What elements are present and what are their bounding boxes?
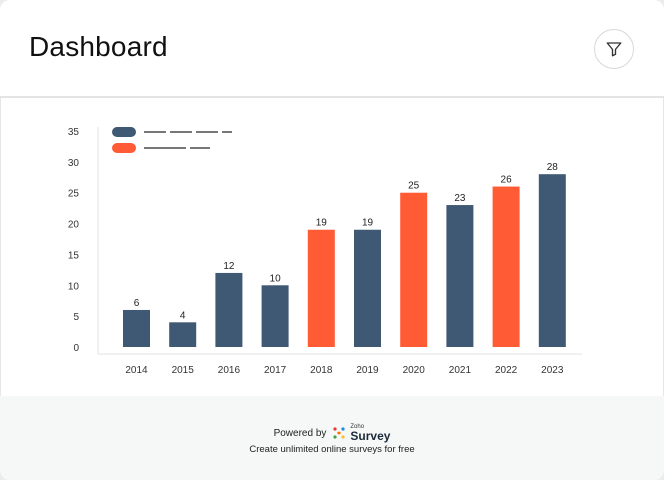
bar-value-label: 25	[408, 181, 420, 192]
bar	[307, 229, 335, 347]
bar-chart: 0 5 10 15 20 25 30 35 6 2014 4 2015 12 2016 10 2017 19 20…	[0, 98, 664, 396]
x-tick-label: 2022	[495, 365, 518, 376]
y-tick-label: 0	[73, 343, 79, 354]
x-tick-label: 2021	[449, 365, 472, 376]
bar-value-label: 19	[362, 218, 374, 229]
powered-by-text: Powered by	[273, 427, 327, 439]
legend-swatch	[112, 127, 136, 137]
bar	[446, 205, 474, 347]
x-tick-label: 2015	[172, 365, 195, 376]
bar	[400, 192, 428, 347]
bar-chart-svg: 0 5 10 15 20 25 30 35 6 2014 4 2015 12 2016 10 2017 19 20…	[68, 127, 582, 376]
page-title: Dashboard	[29, 31, 168, 62]
legend-swatch	[112, 143, 136, 153]
bar-value-label: 6	[134, 298, 140, 309]
y-tick-label: 15	[68, 250, 80, 261]
filter-button[interactable]	[594, 29, 634, 69]
y-tick-label: 30	[68, 158, 80, 169]
bar-value-label: 26	[501, 175, 513, 186]
bar-value-label: 19	[316, 218, 328, 229]
y-tick-label: 10	[68, 281, 80, 292]
bar-value-label: 28	[547, 162, 559, 173]
bar	[123, 309, 150, 347]
x-tick-label: 2020	[403, 365, 426, 376]
brand-survey-text: Survey	[350, 429, 391, 443]
footer: Powered by Zoho Survey Create unlimited …	[0, 396, 664, 480]
bar	[215, 272, 243, 347]
x-tick-label: 2018	[310, 365, 333, 376]
dashboard-header: Dashboard	[0, 0, 664, 98]
bar	[538, 174, 566, 347]
x-tick-label: 2017	[264, 365, 287, 376]
zoho-survey-logo-icon	[333, 427, 345, 439]
bar	[492, 186, 520, 347]
bar	[354, 229, 381, 347]
footer-tagline: Create unlimited online surveys for free	[249, 444, 415, 455]
y-tick-label: 35	[68, 127, 80, 138]
y-tick-label: 25	[68, 189, 80, 200]
bar-value-label: 4	[180, 310, 186, 321]
brand-zoho-text: Zoho	[350, 424, 365, 430]
bar-value-label: 10	[270, 273, 282, 284]
filter-icon	[606, 42, 622, 57]
bar-value-label: 12	[223, 261, 235, 272]
powered-by-row: Powered by Zoho Survey	[0, 424, 664, 442]
x-tick-label: 2014	[125, 365, 148, 376]
y-tick-label: 5	[73, 312, 79, 323]
bar	[169, 322, 197, 347]
bar-value-label: 23	[454, 193, 466, 204]
bar	[261, 285, 289, 347]
x-tick-label: 2023	[541, 365, 564, 376]
zoho-survey-logo[interactable]: Zoho Survey	[331, 424, 390, 442]
x-tick-label: 2019	[356, 365, 379, 376]
x-tick-label: 2016	[218, 365, 241, 376]
y-tick-label: 20	[68, 220, 80, 231]
